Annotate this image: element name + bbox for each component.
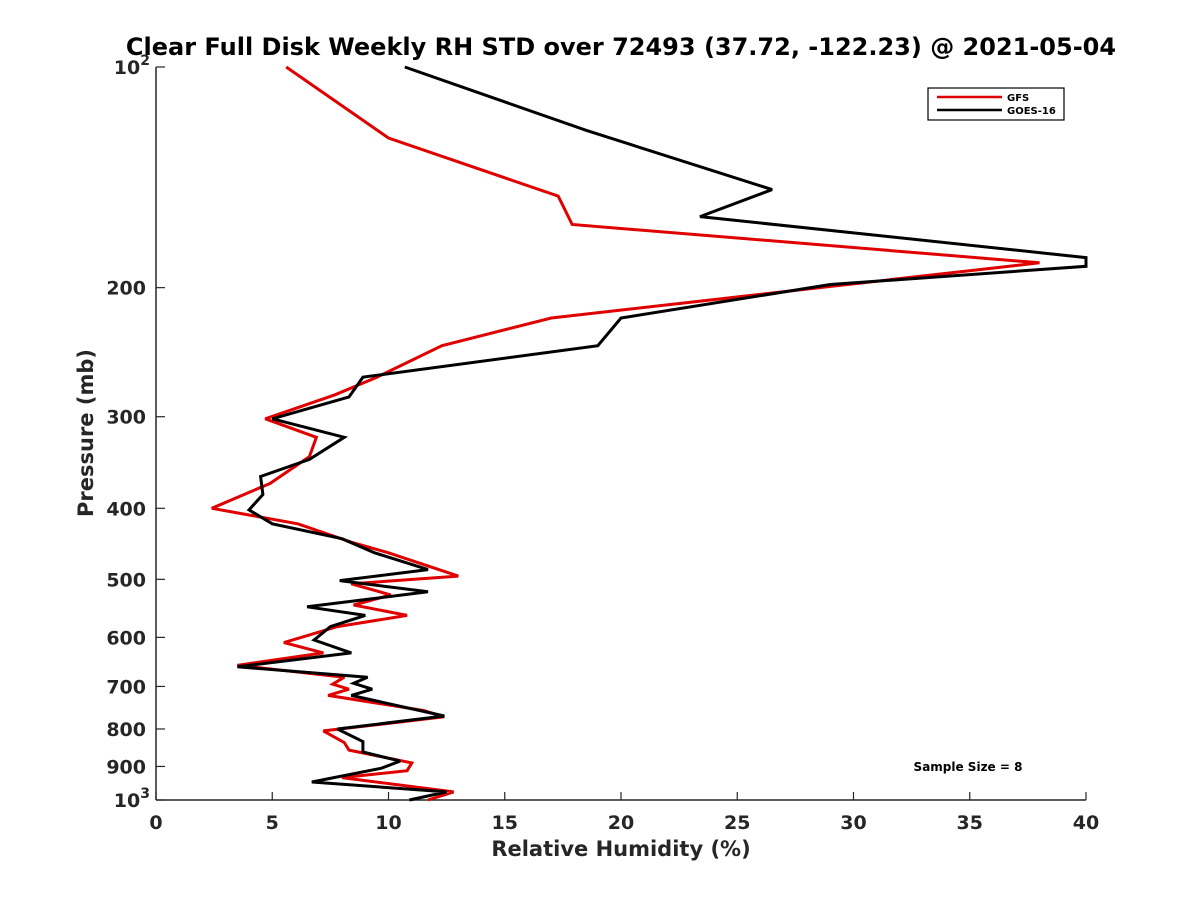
y-tick-label: 200 <box>106 278 146 300</box>
plot-frame <box>156 67 1086 800</box>
x-tick-label: 10 <box>375 812 401 834</box>
legend-label-gfs: GFS <box>1007 93 1029 104</box>
legend-label-goes16: GOES-16 <box>1007 106 1056 117</box>
y-ticks: 102 200 300 400 500 600 700 800 900 103 <box>106 53 165 812</box>
series-lines <box>211 65 1088 802</box>
y-axis-label: Pressure (mb) <box>74 349 98 517</box>
sample-size-annotation: Sample Size = 8 <box>914 760 1023 774</box>
x-axis-label: Relative Humidity (%) <box>491 837 750 861</box>
x-ticks: 0 5 10 15 20 25 30 35 40 <box>149 792 1099 834</box>
x-tick-label: 15 <box>492 812 518 834</box>
legend: GFS GOES-16 <box>927 87 1065 121</box>
x-tick-label: 40 <box>1073 812 1099 834</box>
y-tick-label: 700 <box>106 676 146 698</box>
x-tick-label: 20 <box>608 812 634 834</box>
legend-box <box>927 87 1065 121</box>
x-tick-label: 0 <box>149 812 162 834</box>
series-line-goes16 <box>237 65 1088 802</box>
chart-title: Clear Full Disk Weekly RH STD over 72493… <box>126 33 1116 61</box>
y-tick-label: 600 <box>106 627 146 649</box>
y-tick-label: 500 <box>106 569 146 591</box>
x-tick-label: 35 <box>957 812 983 834</box>
x-tick-label: 30 <box>840 812 866 834</box>
x-tick-label: 25 <box>724 812 750 834</box>
series-line-gfs <box>211 65 1040 802</box>
y-tick-label: 102 <box>114 53 150 79</box>
y-tick-label: 103 <box>114 786 150 812</box>
x-tick-label: 5 <box>266 812 279 834</box>
y-tick-label: 400 <box>106 498 146 520</box>
y-tick-label: 900 <box>106 756 146 778</box>
y-tick-label: 300 <box>106 407 146 429</box>
plot-area: 0 5 10 15 20 25 30 35 40 102 200 300 400 500 600 700 80… <box>106 53 1099 834</box>
y-tick-label: 800 <box>106 719 146 741</box>
